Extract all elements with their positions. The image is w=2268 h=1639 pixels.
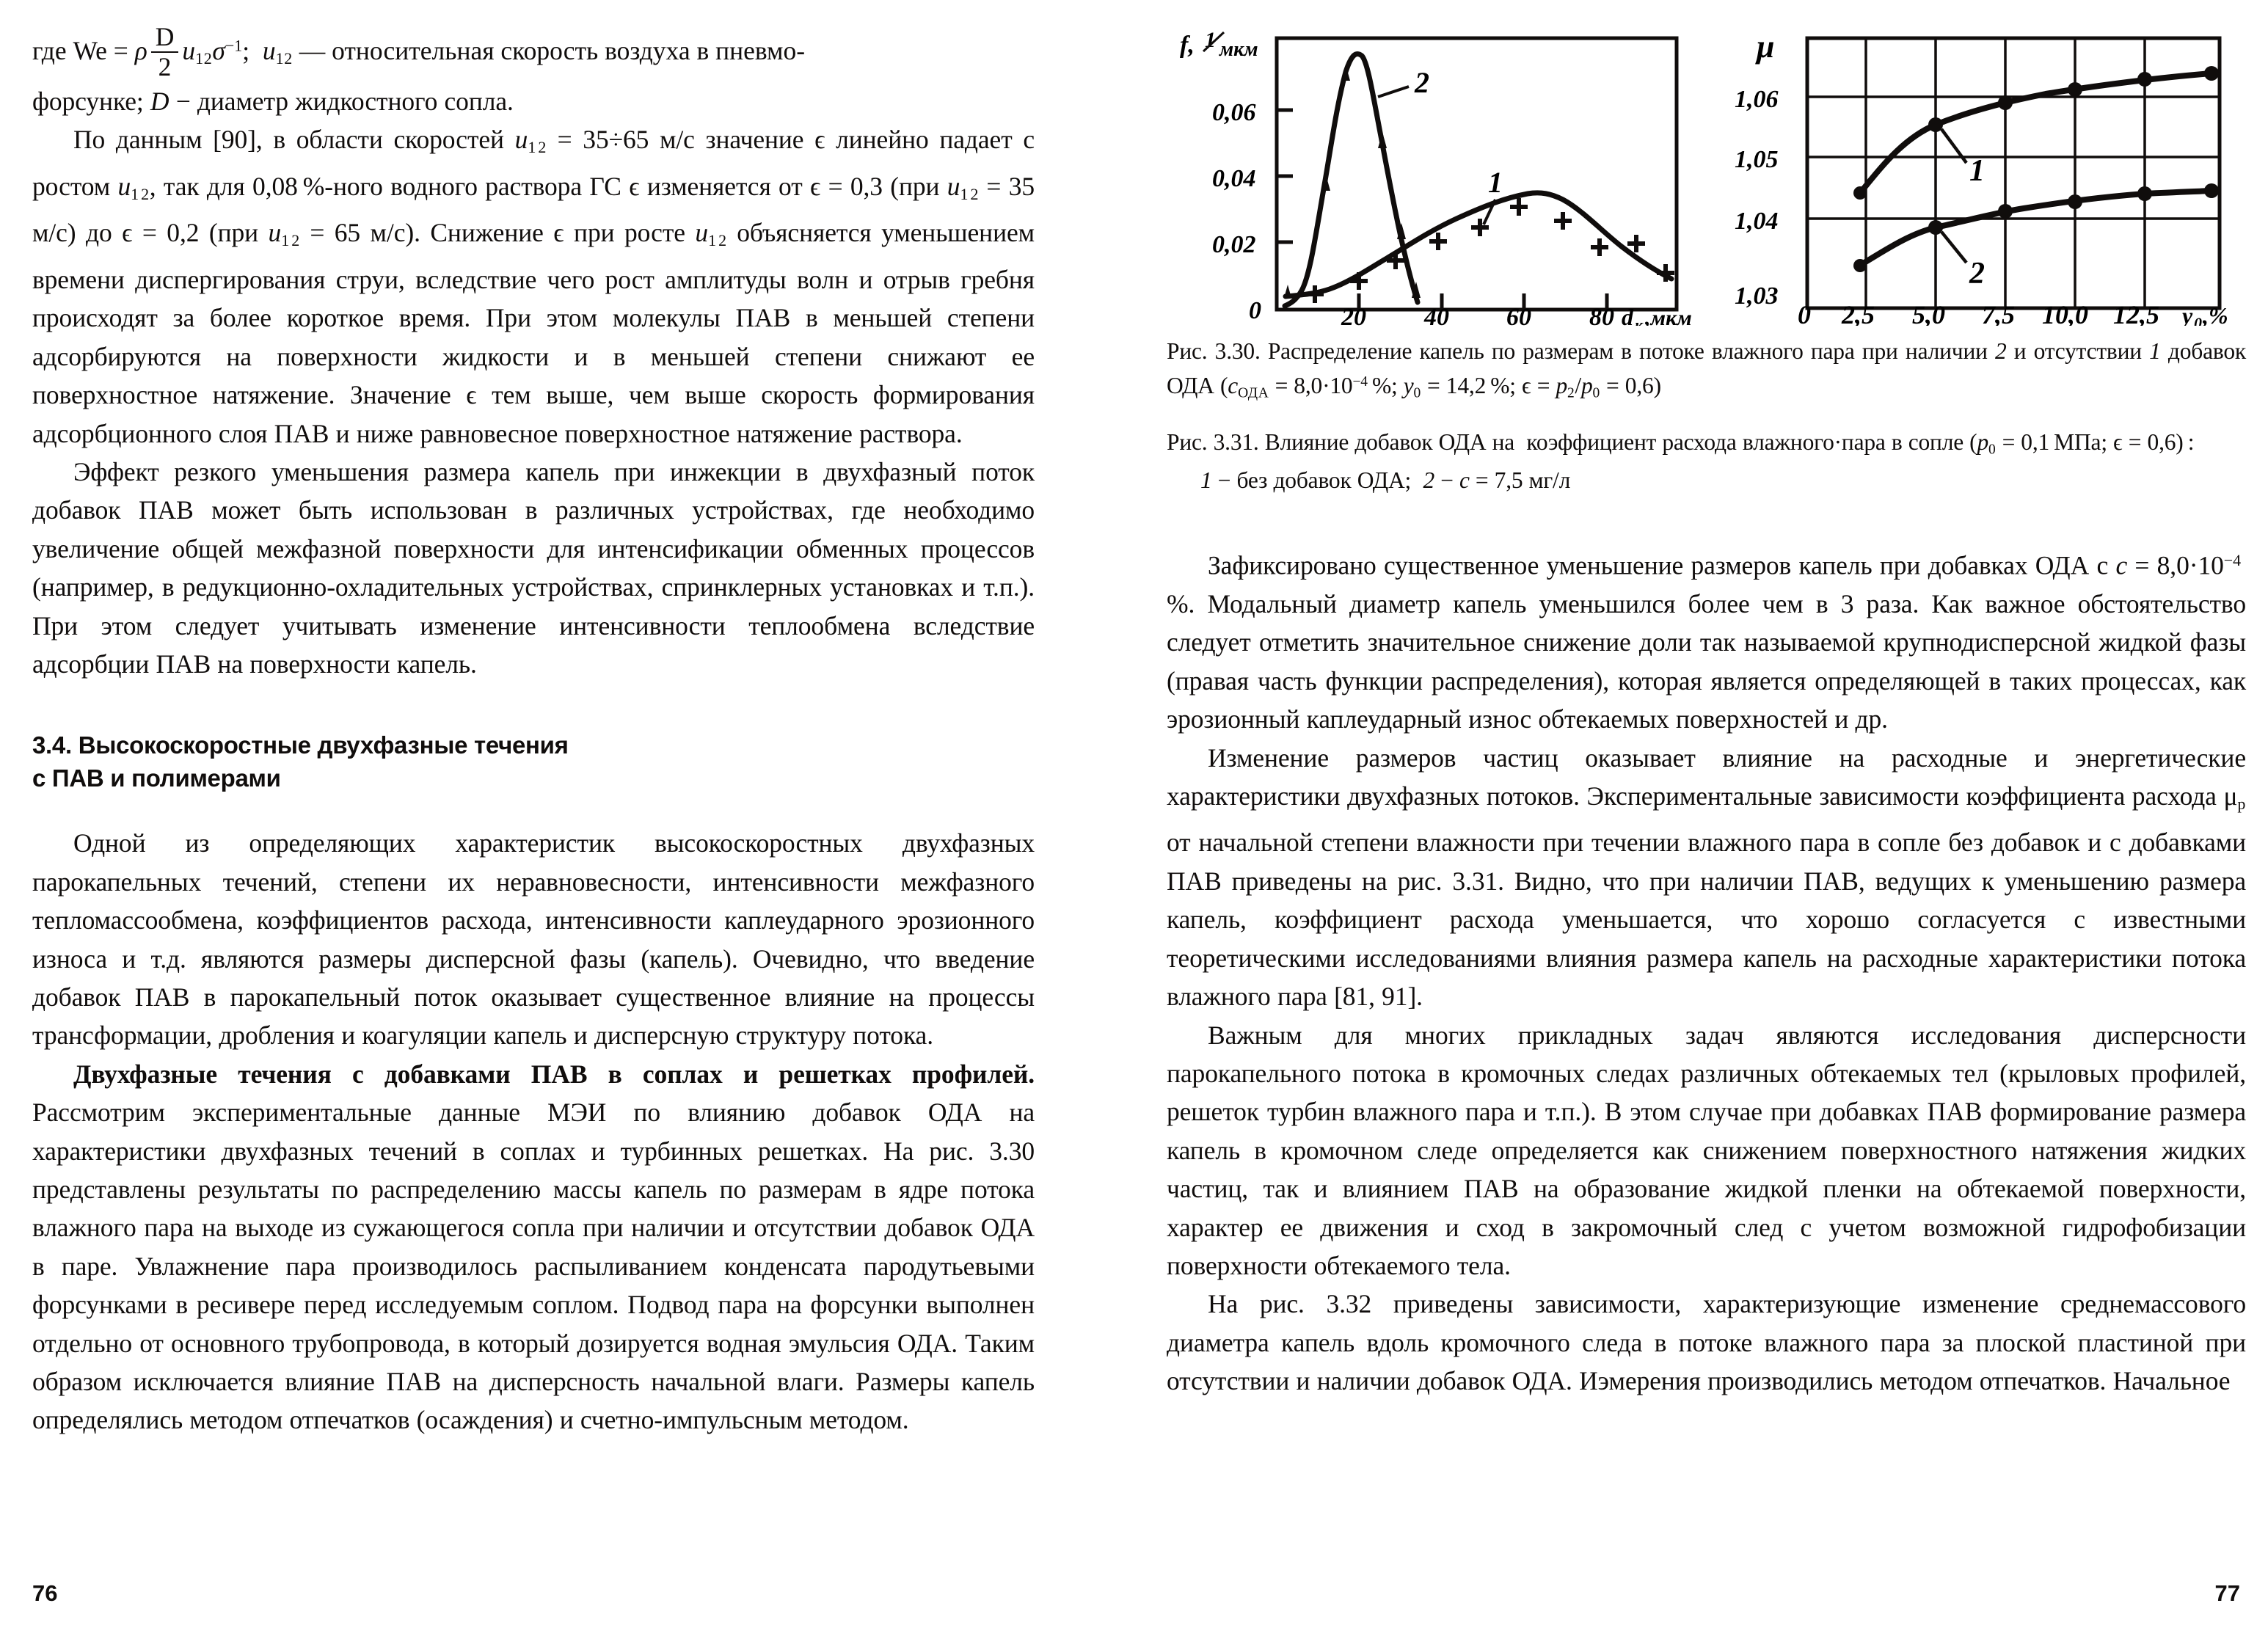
- right-paragraph-1: Зафиксировано существенное уменьшение ра…: [1167, 550, 2246, 734]
- series-label-2-331: 2: [1969, 257, 1985, 291]
- formula-u12-second-sub: 12: [275, 49, 293, 68]
- x-axis-label-330-unit: ,мкм: [1644, 306, 1692, 326]
- page-number-left: 76: [32, 1580, 58, 1606]
- y-axis-label-331: μ: [1755, 29, 1774, 65]
- curve-series-1-331: [1856, 70, 2214, 197]
- right-paragraph-3: Важным для многих прикладных задач являю…: [1167, 1020, 2246, 1280]
- right-paragraph-4: На рис. 3.32 приведены зависимости, хара…: [1167, 1289, 2246, 1396]
- caption-figure-3-31-legend: 1 − без добавок ОДА; 2 − c = 7,5 мг/л: [1200, 467, 1571, 494]
- leader-line-series-1-330: [1482, 199, 1497, 225]
- paragraph-1: По данным [90], в области скоростей u1 2…: [32, 125, 1035, 448]
- x-axis-label-330-sub: к: [1635, 315, 1644, 326]
- formula-sigma: σ: [212, 36, 225, 66]
- formula-intro: где We =: [32, 36, 128, 66]
- section-heading-line-2: с ПАВ и полимерами: [32, 764, 281, 792]
- curve-series-2-330: [1282, 51, 1421, 309]
- y-tick-label-1-03: 1,03: [1735, 282, 1779, 310]
- y-tick-label-0-04: 0,04: [1212, 165, 1256, 192]
- x-axis-label-330: d: [1622, 304, 1634, 326]
- formula-sigma-exp: −1: [225, 36, 243, 55]
- x-tick-labels-331: 0 2,5 5,0 7,5 10,0 12,5 y 0 ,%: [1798, 300, 2228, 326]
- y-tick-label-1-06: 1,06: [1735, 86, 1779, 113]
- paragraph-4-lead: Двухфазные течения с добавками ПАВ в соп…: [73, 1059, 1035, 1089]
- y-tick-label-0-02: 0,02: [1212, 231, 1256, 258]
- series-label-2-330: 2: [1414, 66, 1429, 99]
- figure-text-gap: [1167, 496, 2246, 541]
- right-paragraph-2: Изменение размеров частиц оказывает влия…: [1167, 742, 2246, 1012]
- section-gap: [32, 683, 1035, 729]
- x-tick-label-60: 60: [1506, 304, 1531, 326]
- y-tick-label-0-06: 0,06: [1212, 99, 1256, 126]
- x-tick-label-5-0: 5,0: [1912, 300, 1945, 326]
- x-tick-label-20: 20: [1341, 304, 1366, 326]
- figure-3-31-svg: μ 1,: [1735, 29, 2228, 326]
- y-tick-label-1-04: 1,04: [1735, 208, 1779, 235]
- caption-figure-3-31: Рис. 3.31. Влияние добавок ОДА на коэффи…: [1167, 428, 2195, 458]
- x-axis-label-331-unit: ,%: [2202, 302, 2228, 326]
- formula-u12-sub: 12: [195, 49, 213, 68]
- caption-figure-3-30: Рис. 3.30. Распределение капель по разме…: [1167, 338, 2246, 401]
- paragraph-formula-continuation: форсунке; D − диаметр жидкостного сопла.: [32, 86, 514, 116]
- section-heading: 3.4. Высокоскоростные двухфазные течения…: [32, 729, 1035, 795]
- formula-u12-second: u: [262, 36, 276, 66]
- paragraph-4: Двухфазные течения с добавками ПАВ в соп…: [32, 1055, 1035, 1439]
- paragraph-2: Эффект резкого уменьшения размера капель…: [32, 456, 1035, 679]
- x-tick-label-12-5: 12,5: [2113, 300, 2159, 326]
- x-tick-label-80: 80: [1589, 304, 1614, 326]
- y-ticks-330: 0,06 0,04 0,02 0: [1212, 99, 1293, 324]
- x-tick-label-7-5: 7,5: [1982, 300, 2015, 326]
- plot-frame-330: [1275, 36, 1679, 312]
- markers-series-2-330: [1284, 65, 1421, 298]
- section-heading-line-1: 3.4. Высокоскоростные двухфазные течения: [32, 731, 569, 759]
- curve-series-1-330: [1283, 190, 1674, 299]
- x-tick-label-0: 0: [1798, 300, 1811, 326]
- markers-series-1-331: [1853, 66, 2219, 200]
- leader-line-series-2-331: [1940, 230, 1968, 264]
- series-label-1-330: 1: [1488, 166, 1503, 199]
- left-page-column: где We = ρ D 2 u12σ−1; u12 — относительная …: [32, 23, 1035, 1606]
- x-tick-label-10-0: 10,0: [2042, 300, 2088, 326]
- fraction-denominator: 2: [158, 51, 172, 81]
- figure-3-31: μ 1,: [1708, 10, 2251, 326]
- figure-3-30-svg: f, 1 мкм 0,06 0,04 0,02 0: [1180, 28, 1692, 326]
- page-number-right: 77: [2214, 1580, 2240, 1606]
- leader-line-series-1-331: [1940, 128, 1968, 164]
- series-label-1-331: 1: [1969, 154, 1985, 188]
- x-tick-label-2-5: 2,5: [1841, 300, 1875, 326]
- y-tick-label-1-05: 1,05: [1735, 146, 1779, 173]
- y-tick-labels-331: 1,06 1,05 1,04 1,03: [1735, 86, 1779, 310]
- x-tick-label-40: 40: [1423, 304, 1449, 326]
- y-axis-label-slash: [1202, 31, 1225, 53]
- y-axis-label-330-unit-den: мкм: [1219, 38, 1258, 61]
- markers-series-1-330: [1306, 198, 1674, 303]
- plot-frame-331: [1805, 36, 2222, 310]
- y-axis-label-330: f,: [1180, 32, 1195, 59]
- x-axis-label-331-sub: 0: [2194, 314, 2202, 326]
- formula-semicolon: ;: [242, 36, 250, 66]
- heading-gap: [32, 795, 1035, 824]
- x-ticks-330: 20 40 60 80 d к ,мкм: [1341, 293, 1692, 326]
- x-axis-label-331: y: [2179, 302, 2193, 326]
- formula-tail-text: — относительная скорость воздуха в пневм…: [299, 36, 806, 66]
- paragraph-3: Одной из определяющих характеристик высо…: [32, 828, 1035, 1051]
- fraction-numerator: D: [150, 23, 179, 53]
- figure-3-30: f, 1 мкм 0,06 0,04 0,02 0: [1167, 10, 1695, 326]
- leader-line-series-2-330: [1377, 85, 1410, 98]
- right-page-column: f, 1 мкм 0,06 0,04 0,02 0: [1145, 0, 2268, 1639]
- formula-rho: ρ: [134, 36, 147, 66]
- y-tick-label-0: 0: [1249, 297, 1261, 324]
- figures-row: f, 1 мкм 0,06 0,04 0,02 0: [1167, 10, 2246, 326]
- formula-u12: u: [182, 36, 196, 66]
- caption-gap: [1167, 409, 2246, 427]
- paragraph-4-body: Рассмотрим экспериментальные данные МЭИ …: [32, 1098, 1035, 1435]
- formula-weber: где We = ρ D 2 u12σ−1; u12 — относительная …: [32, 23, 1035, 82]
- markers-series-2-331: [1853, 183, 2219, 272]
- curve-series-2-331: [1856, 188, 2214, 269]
